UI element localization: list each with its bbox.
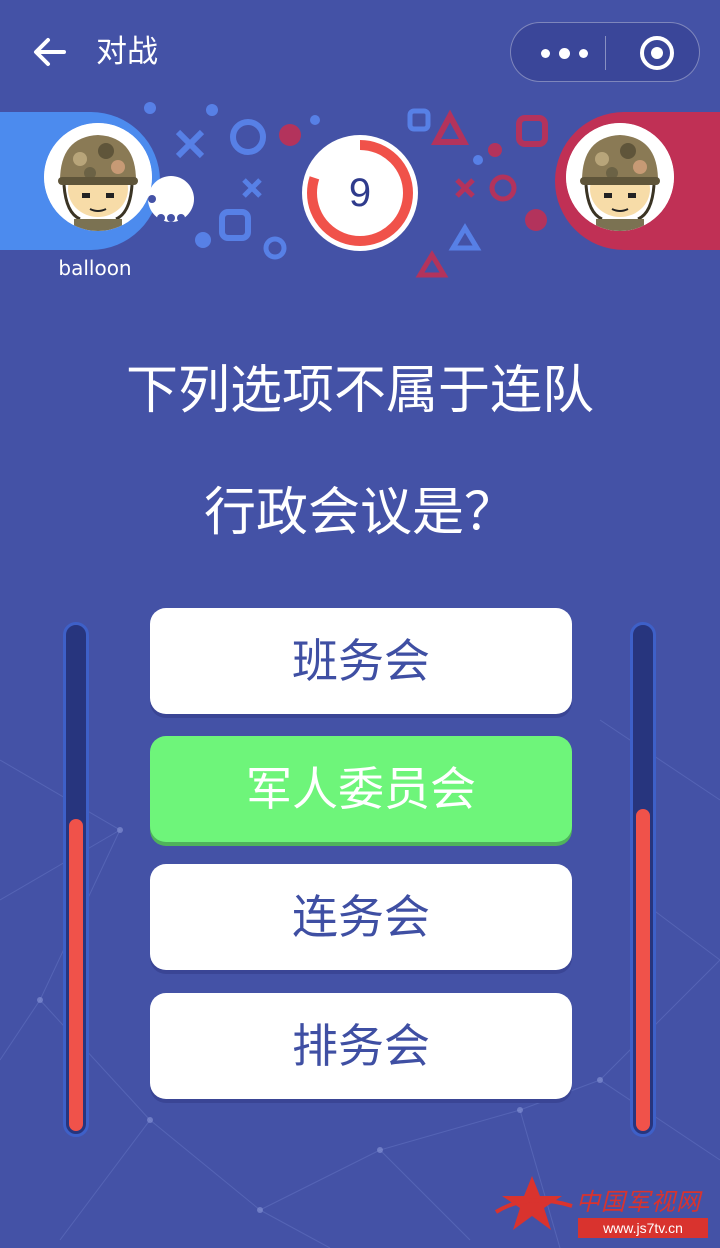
watermark-url: www.js7tv.cn bbox=[578, 1218, 708, 1238]
arrow-left-icon bbox=[34, 38, 66, 66]
chat-bubble-button[interactable] bbox=[148, 176, 194, 222]
soldier-avatar-icon bbox=[566, 123, 674, 231]
player-right-avatar bbox=[566, 123, 674, 231]
navigation-bar: 对战 bbox=[0, 0, 720, 105]
soldier-avatar-icon bbox=[44, 123, 152, 231]
answer-option-2[interactable]: 军人委员会 bbox=[150, 736, 572, 842]
player-right-score-meter bbox=[630, 622, 656, 1137]
back-button[interactable] bbox=[28, 30, 72, 74]
question-line-2: 行政会议是？ bbox=[203, 483, 516, 543]
answer-option-4[interactable]: 排务会 bbox=[150, 993, 572, 1099]
player-left-score-meter bbox=[63, 622, 89, 1137]
capsule-divider bbox=[605, 36, 606, 70]
close-button[interactable] bbox=[607, 23, 701, 83]
watermark-logo bbox=[494, 1176, 573, 1230]
more-button[interactable] bbox=[521, 23, 605, 83]
question-text: 下列选项不属于连队 行政会议是？ bbox=[90, 330, 630, 574]
player-right-score-fill bbox=[636, 809, 650, 1131]
ellipsis-icon bbox=[148, 195, 185, 222]
player-left-avatar bbox=[44, 123, 152, 231]
countdown-timer bbox=[302, 135, 418, 251]
player-left-score-fill bbox=[69, 819, 83, 1131]
watermark-text: 中国军视网 bbox=[576, 1188, 701, 1216]
player-left-name: balloon bbox=[58, 256, 132, 280]
countdown-value: 9 bbox=[348, 171, 372, 215]
question-line-1: 下列选项不属于连队 bbox=[125, 361, 594, 421]
answer-option-3[interactable]: 连务会 bbox=[150, 864, 572, 970]
target-circle-icon bbox=[640, 36, 674, 70]
mini-program-capsule bbox=[510, 22, 700, 82]
page-title: 对战 bbox=[96, 34, 158, 70]
answer-option-1[interactable]: 班务会 bbox=[150, 608, 572, 714]
